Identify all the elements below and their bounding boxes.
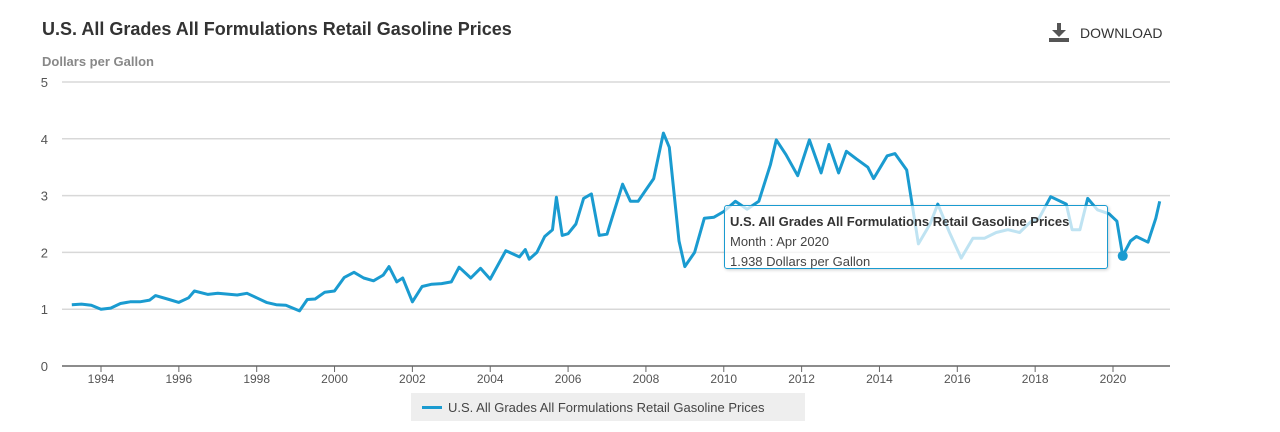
y-tick-label: 3 <box>41 189 48 204</box>
legend-swatch <box>422 405 442 409</box>
x-tick-label: 2016 <box>944 372 971 386</box>
x-tick-label: 2008 <box>633 372 660 386</box>
tooltip: U.S. All Grades All Formulations Retail … <box>724 205 1108 269</box>
x-tick-label: 1996 <box>165 372 192 386</box>
x-tick-label: 2010 <box>710 372 737 386</box>
x-tick-label: 2018 <box>1022 372 1049 386</box>
y-tick-label: 4 <box>41 132 48 147</box>
y-tick-label: 2 <box>41 245 48 260</box>
x-tick-label: 2006 <box>555 372 582 386</box>
download-icon <box>1049 23 1069 42</box>
tooltip-month: Month : Apr 2020 <box>730 234 830 249</box>
legend-label: U.S. All Grades All Formulations Retail … <box>448 399 765 415</box>
x-tick-label: 2012 <box>788 372 815 386</box>
chart-title: U.S. All Grades All Formulations Retail … <box>42 19 512 39</box>
tooltip-value: 1.938 Dollars per Gallon <box>730 254 871 269</box>
legend-item[interactable]: U.S. All Grades All Formulations Retail … <box>411 393 805 421</box>
download-button[interactable]: DOWNLOAD <box>1048 23 1162 43</box>
x-tick-label: 1994 <box>88 372 115 386</box>
tooltip-title: U.S. All Grades All Formulations Retail … <box>730 214 1070 229</box>
y-tick-label: 1 <box>41 302 48 317</box>
x-tick-label: 1998 <box>243 372 270 386</box>
highlight-point <box>1117 250 1128 261</box>
y-axis-label: Dollars per Gallon <box>42 54 154 69</box>
x-tick-label: 2004 <box>477 372 504 386</box>
download-label: DOWNLOAD <box>1080 25 1163 41</box>
y-tick-label: 5 <box>41 75 48 90</box>
x-tick-label: 2014 <box>866 372 893 386</box>
x-tick-label: 2002 <box>399 372 426 386</box>
x-tick-label: 2000 <box>321 372 348 386</box>
x-tick-label: 2020 <box>1100 372 1127 386</box>
y-tick-label: 0 <box>41 359 48 374</box>
